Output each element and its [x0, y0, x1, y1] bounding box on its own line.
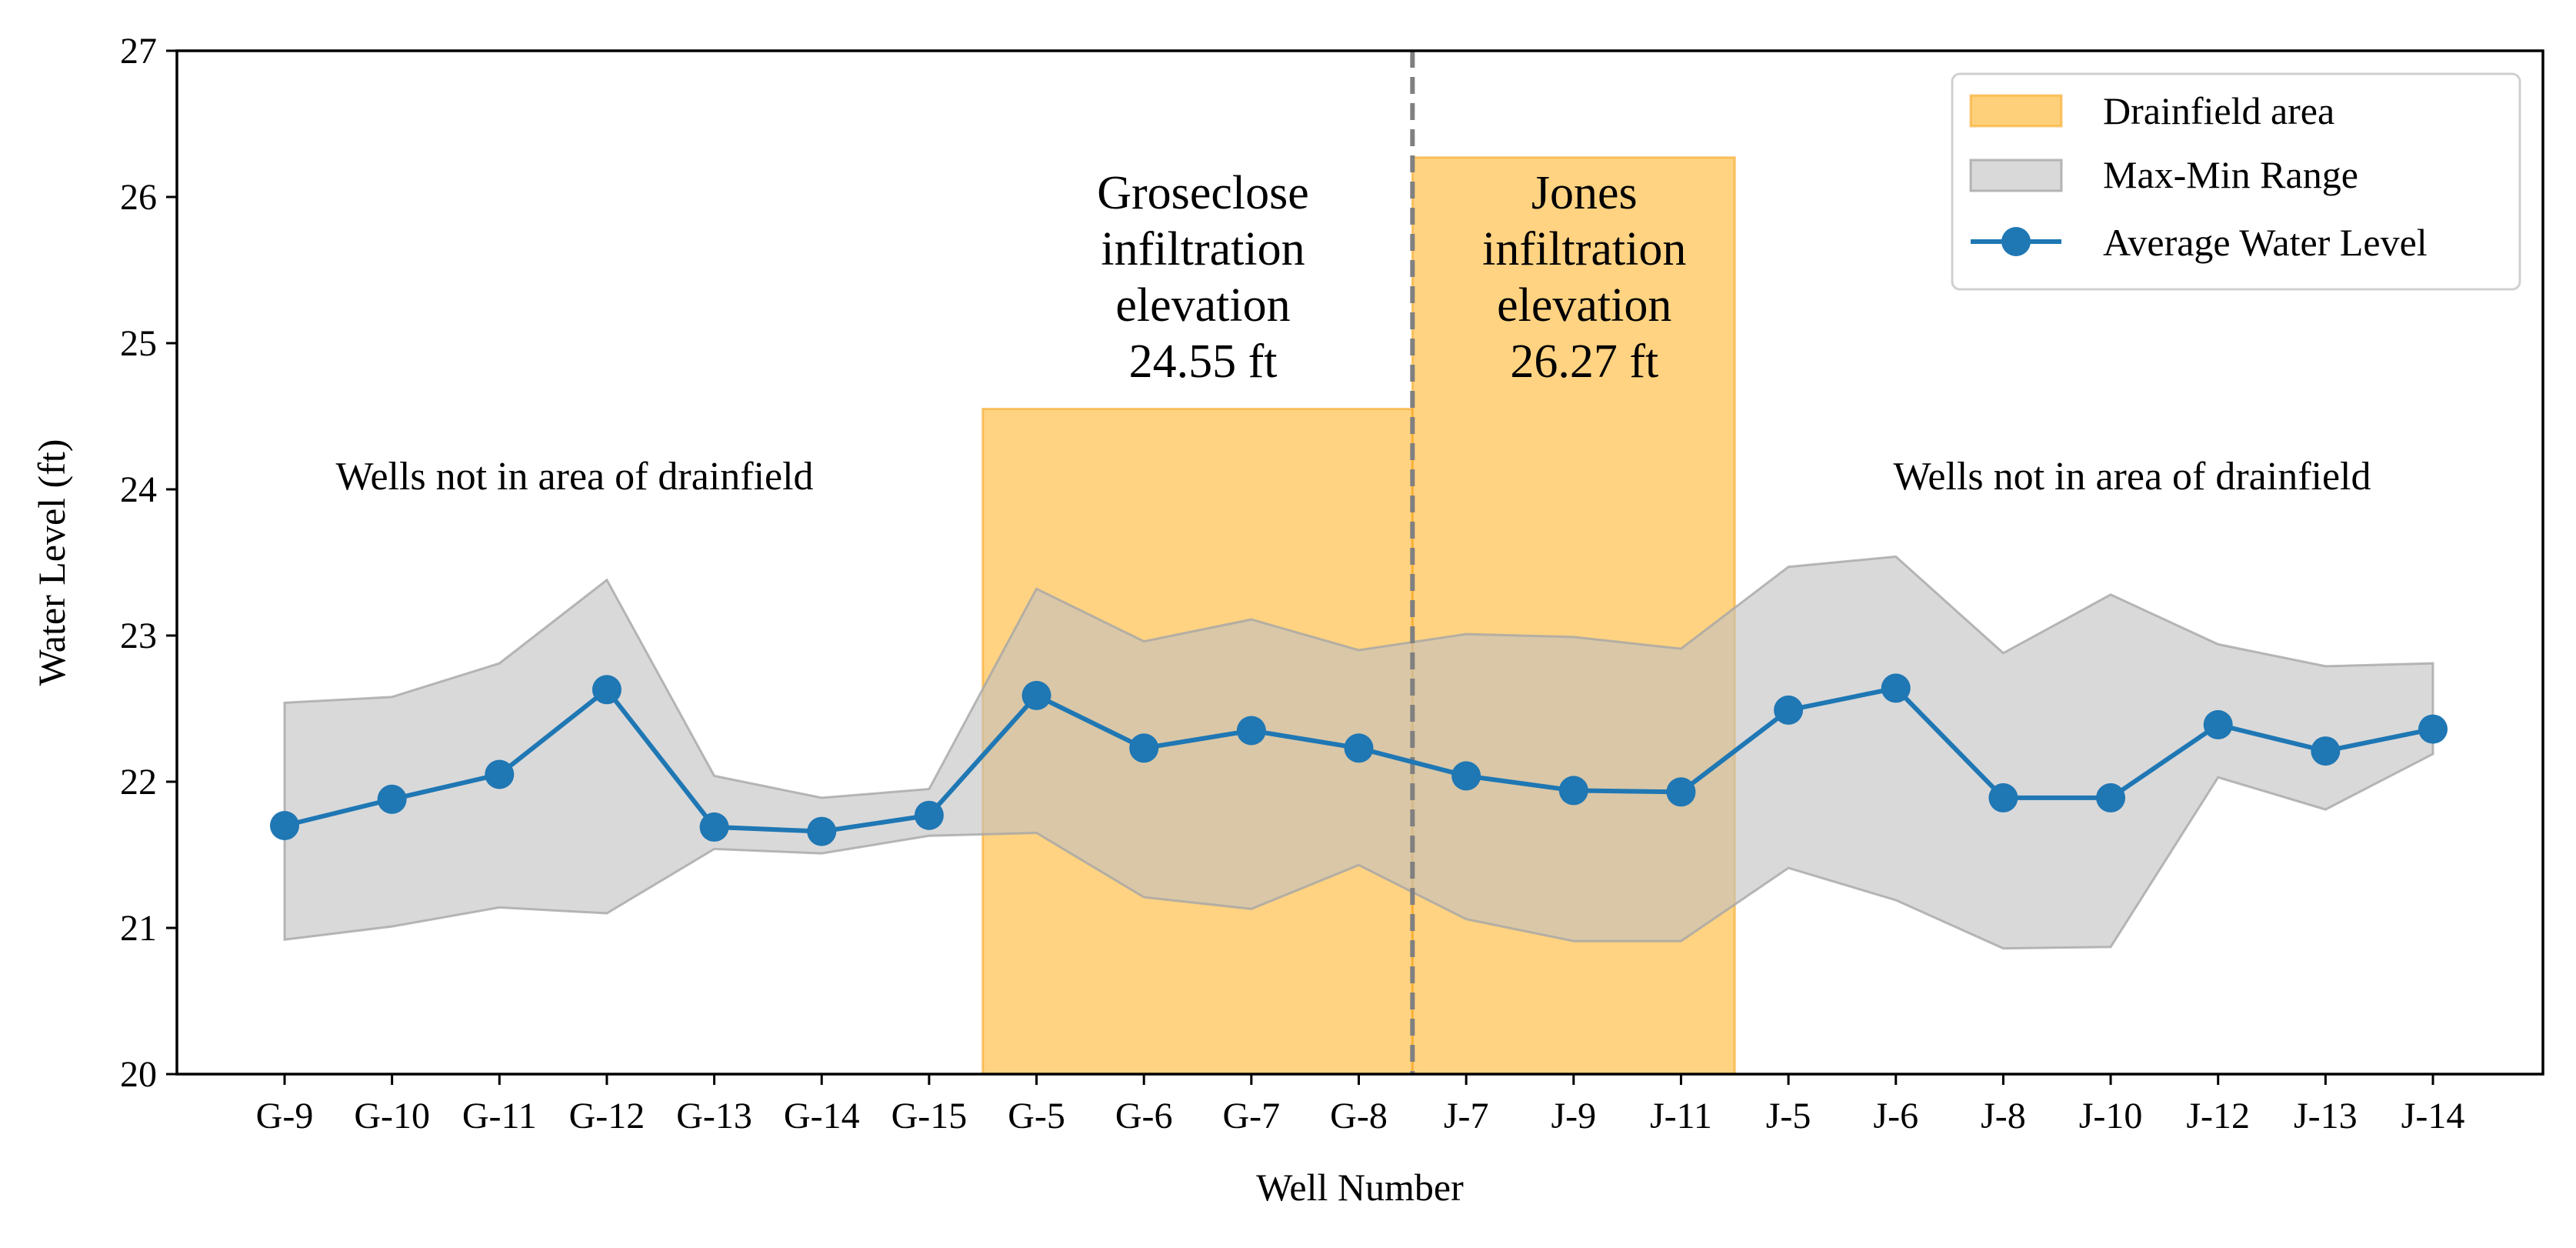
annotation-2-line-2: elevation	[1115, 279, 1290, 332]
annotation-3-line-3: 26.27 ft	[1510, 335, 1658, 388]
annotations-layer: Wells not in area of drainfield Wells not…	[336, 167, 2371, 499]
legend-label-range: Max-Min Range	[2103, 153, 2358, 196]
annotation-2-line-1: infiltration	[1101, 223, 1305, 275]
x-tick-label-G-15: G-15	[891, 1096, 968, 1136]
annotation-1-line-0: Wells not in area of drainfield	[1893, 455, 2371, 499]
legend-swatch-range	[1969, 159, 2063, 192]
data-point-G-5	[1021, 680, 1051, 710]
data-point-J-12	[2203, 709, 2233, 739]
annotation-3: Jones infiltration elevation 26.27 ft	[1482, 167, 1686, 388]
x-tick-label-G-7: G-7	[1223, 1096, 1281, 1136]
y-tick-label-22: 22	[120, 762, 157, 803]
x-tick-label-G-10: G-10	[354, 1096, 430, 1136]
data-point-G-10	[377, 784, 407, 814]
data-point-J-5	[1774, 695, 1804, 725]
data-point-G-9	[270, 811, 299, 840]
x-tick-label-J-14: J-14	[2401, 1096, 2465, 1136]
data-point-J-8	[1988, 783, 2018, 813]
x-tick-label-J-7: J-7	[1444, 1096, 1489, 1136]
data-point-J-6	[1881, 673, 1911, 703]
x-tick-label-J-11: J-11	[1650, 1096, 1712, 1136]
legend-box	[1951, 72, 2521, 291]
legend-label-drainfield: Drainfield area	[2103, 89, 2334, 132]
x-tick-label-J-12: J-12	[2186, 1096, 2250, 1136]
x-tick-label-J-5: J-5	[1766, 1096, 1811, 1136]
x-tick-label-J-10: J-10	[2079, 1096, 2143, 1136]
annotation-0-line-0: Wells not in area of drainfield	[336, 455, 814, 499]
average-points-layer	[270, 673, 2448, 846]
x-axis-label: Well Number	[1256, 1166, 1464, 1209]
data-point-J-13	[2311, 736, 2341, 766]
data-point-G-11	[485, 759, 515, 789]
y-tick-label-20: 20	[120, 1054, 157, 1095]
data-point-J-11	[1666, 777, 1696, 807]
legend-swatch-average-marker	[2001, 227, 2031, 256]
y-tick-label-26: 26	[120, 177, 157, 218]
data-point-J-9	[1558, 776, 1588, 806]
annotation-0: Wells not in area of drainfield	[336, 455, 814, 499]
y-tick-label-24: 24	[120, 469, 157, 510]
data-point-G-7	[1236, 716, 1266, 746]
data-point-J-10	[2096, 783, 2126, 813]
data-point-G-15	[914, 800, 944, 830]
y-tick-label-21: 21	[120, 908, 157, 949]
legend-swatch-drainfield	[1969, 94, 2063, 128]
annotation-3-line-0: Jones	[1531, 167, 1638, 219]
x-tick-label-J-8: J-8	[1981, 1096, 2026, 1136]
data-point-G-12	[592, 675, 622, 705]
data-point-J-14	[2418, 714, 2448, 744]
x-tick-label-G-11: G-11	[462, 1096, 537, 1136]
x-tick-label-J-9: J-9	[1551, 1096, 1596, 1136]
x-tick-label-G-9: G-9	[256, 1096, 314, 1136]
annotation-3-line-2: elevation	[1497, 279, 1671, 332]
data-point-J-7	[1451, 761, 1481, 791]
annotation-2-line-0: Groseclose	[1097, 167, 1308, 219]
annotation-2-line-3: 24.55 ft	[1129, 335, 1278, 388]
x-tick-label-G-8: G-8	[1330, 1096, 1388, 1136]
annotation-2: Groseclose infiltration elevation 24.55 ft	[1097, 167, 1308, 388]
x-tick-label-G-13: G-13	[676, 1096, 752, 1136]
legend: Drainfield area Max-Min Range Average Wa…	[1951, 72, 2521, 291]
annotation-3-line-1: infiltration	[1482, 223, 1686, 275]
x-tick-label-G-14: G-14	[784, 1096, 860, 1136]
data-point-G-14	[807, 816, 837, 846]
y-tick-label-27: 27	[120, 31, 157, 72]
legend-label-average: Average Water Level	[2103, 221, 2428, 264]
x-tick-label-G-6: G-6	[1115, 1096, 1173, 1136]
data-point-G-13	[699, 812, 729, 842]
y-tick-label-23: 23	[120, 616, 157, 656]
data-point-G-8	[1344, 733, 1374, 763]
x-tick-label-J-13: J-13	[2294, 1096, 2358, 1136]
y-tick-label-25: 25	[120, 323, 157, 364]
data-point-G-6	[1129, 733, 1159, 763]
annotation-1: Wells not in area of drainfield	[1893, 455, 2371, 499]
x-tick-label-G-5: G-5	[1008, 1096, 1065, 1136]
x-tick-label-G-12: G-12	[569, 1096, 645, 1136]
ticks-layer: 20 21 22 23 24 25 26 27 G-9 G-10 G-11 G-12 G-13 G-14 G…	[120, 31, 2464, 1136]
y-axis-label: Water Level (ft)	[30, 439, 73, 686]
x-tick-label-J-6: J-6	[1873, 1096, 1918, 1136]
